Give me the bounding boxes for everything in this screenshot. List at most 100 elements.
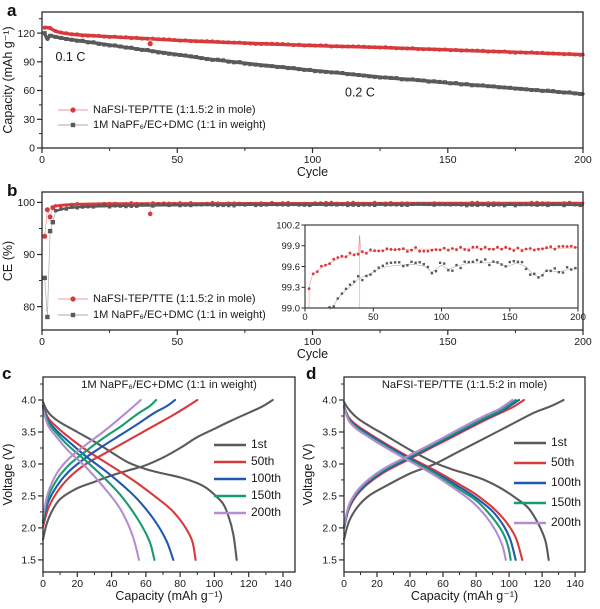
inset-data-point xyxy=(406,264,409,267)
data-point xyxy=(524,87,529,92)
data-point xyxy=(96,41,101,46)
y-tick-label: 3.0 xyxy=(21,459,36,471)
x-tick-label: 0 xyxy=(40,578,46,590)
inset-series-gray xyxy=(328,258,579,310)
data-point xyxy=(383,203,388,207)
data-point xyxy=(388,75,393,80)
data-point xyxy=(42,275,47,281)
inset-data-point xyxy=(381,249,385,253)
x-tick-label: 140 xyxy=(566,578,584,590)
data-point xyxy=(345,72,350,77)
x-tick-label: 120 xyxy=(240,578,258,590)
data-point xyxy=(69,37,74,42)
data-point xyxy=(270,202,274,207)
data-point xyxy=(129,204,133,208)
inset-data-point xyxy=(344,287,348,290)
x-axis-label: Capacity (mAh g⁻¹) xyxy=(115,589,222,603)
data-point xyxy=(140,47,145,52)
data-point xyxy=(64,207,68,211)
data-point xyxy=(421,202,426,206)
y-tick-label: 3.5 xyxy=(21,427,36,439)
inset-data-point xyxy=(541,274,544,277)
data-point xyxy=(307,67,312,72)
data-point xyxy=(535,50,539,55)
data-point xyxy=(346,203,350,208)
inset-data-point xyxy=(516,246,520,250)
data-point xyxy=(50,220,55,225)
panel-c-chart: 0 20 40 60 80 100 120 140 1.5 2.0 2.5 3.0 3.5 4.0 Capa… xyxy=(1,376,296,603)
inset-data-point xyxy=(401,247,405,251)
data-point xyxy=(286,42,291,47)
data-point xyxy=(324,43,328,48)
data-point xyxy=(502,85,507,90)
inset-data-point xyxy=(524,267,528,271)
inset-data-point xyxy=(484,258,487,261)
data-point xyxy=(308,203,312,207)
series-100th-discharge xyxy=(41,405,175,561)
data-point xyxy=(275,65,280,69)
x-tick-label: 100 xyxy=(500,578,518,590)
inset-data-point xyxy=(357,275,360,278)
data-point xyxy=(215,39,220,44)
inset-data-point xyxy=(475,245,479,249)
data-point xyxy=(86,205,90,209)
data-point xyxy=(340,71,345,75)
data-point xyxy=(562,90,567,95)
y-tick-label: 60 xyxy=(23,85,35,97)
inset-x-tick-label: 50 xyxy=(368,312,379,323)
data-point xyxy=(199,39,204,44)
data-point xyxy=(567,90,572,95)
x-tick-label: 0 xyxy=(39,154,45,166)
data-point xyxy=(519,202,523,207)
data-point xyxy=(107,205,112,209)
panel-d-series xyxy=(342,398,565,561)
data-point xyxy=(69,32,74,37)
inset-data-point xyxy=(426,249,430,253)
data-point xyxy=(475,203,480,207)
inset-data-point xyxy=(516,260,520,263)
data-point xyxy=(556,51,561,56)
data-point xyxy=(275,203,279,207)
x-axis-label: Capacity (mAh g⁻¹) xyxy=(411,589,518,603)
x-tick-label: 60 xyxy=(140,578,152,590)
data-point xyxy=(454,202,458,207)
data-point xyxy=(578,92,583,96)
data-point xyxy=(248,41,253,46)
data-point xyxy=(253,41,258,46)
data-point xyxy=(551,89,556,94)
data-point xyxy=(426,47,431,52)
x-tick-label: 40 xyxy=(106,578,118,590)
inset-data-point xyxy=(344,255,348,259)
data-point xyxy=(226,203,231,208)
inset-data-point xyxy=(545,246,548,250)
inset-y-tick-label: 100.2 xyxy=(276,220,300,231)
data-point xyxy=(53,204,58,208)
inset-y-tick-label: 99.3 xyxy=(282,283,301,294)
data-point xyxy=(361,73,366,78)
panel-d-chart: 0 20 40 60 80 100 120 140 1.5 2.0 2.5 3.0 3.5 4.0 Capa… xyxy=(301,376,586,603)
data-point xyxy=(189,201,193,205)
data-point xyxy=(464,48,469,53)
data-point xyxy=(362,203,366,207)
inset-data-point xyxy=(520,249,524,252)
data-point xyxy=(167,51,172,56)
data-point xyxy=(151,204,155,208)
data-point xyxy=(70,205,74,209)
data-point xyxy=(329,70,334,75)
series-150th-charge xyxy=(41,398,158,522)
inset-data-point xyxy=(569,244,573,248)
data-point xyxy=(373,203,377,207)
inset-data-point xyxy=(459,245,462,249)
data-point xyxy=(286,203,290,207)
data-point xyxy=(53,34,58,39)
x-tick-label: 50 xyxy=(171,154,183,166)
data-point xyxy=(45,314,50,320)
data-point xyxy=(237,202,242,207)
inset-data-point xyxy=(406,250,409,253)
inset-data-point xyxy=(504,245,508,249)
data-point xyxy=(492,203,496,207)
y-tick-label: 120 xyxy=(17,28,35,40)
legend-label: 200th xyxy=(251,505,281,519)
data-point xyxy=(91,33,96,38)
y-tick-label: 90 xyxy=(23,56,35,68)
